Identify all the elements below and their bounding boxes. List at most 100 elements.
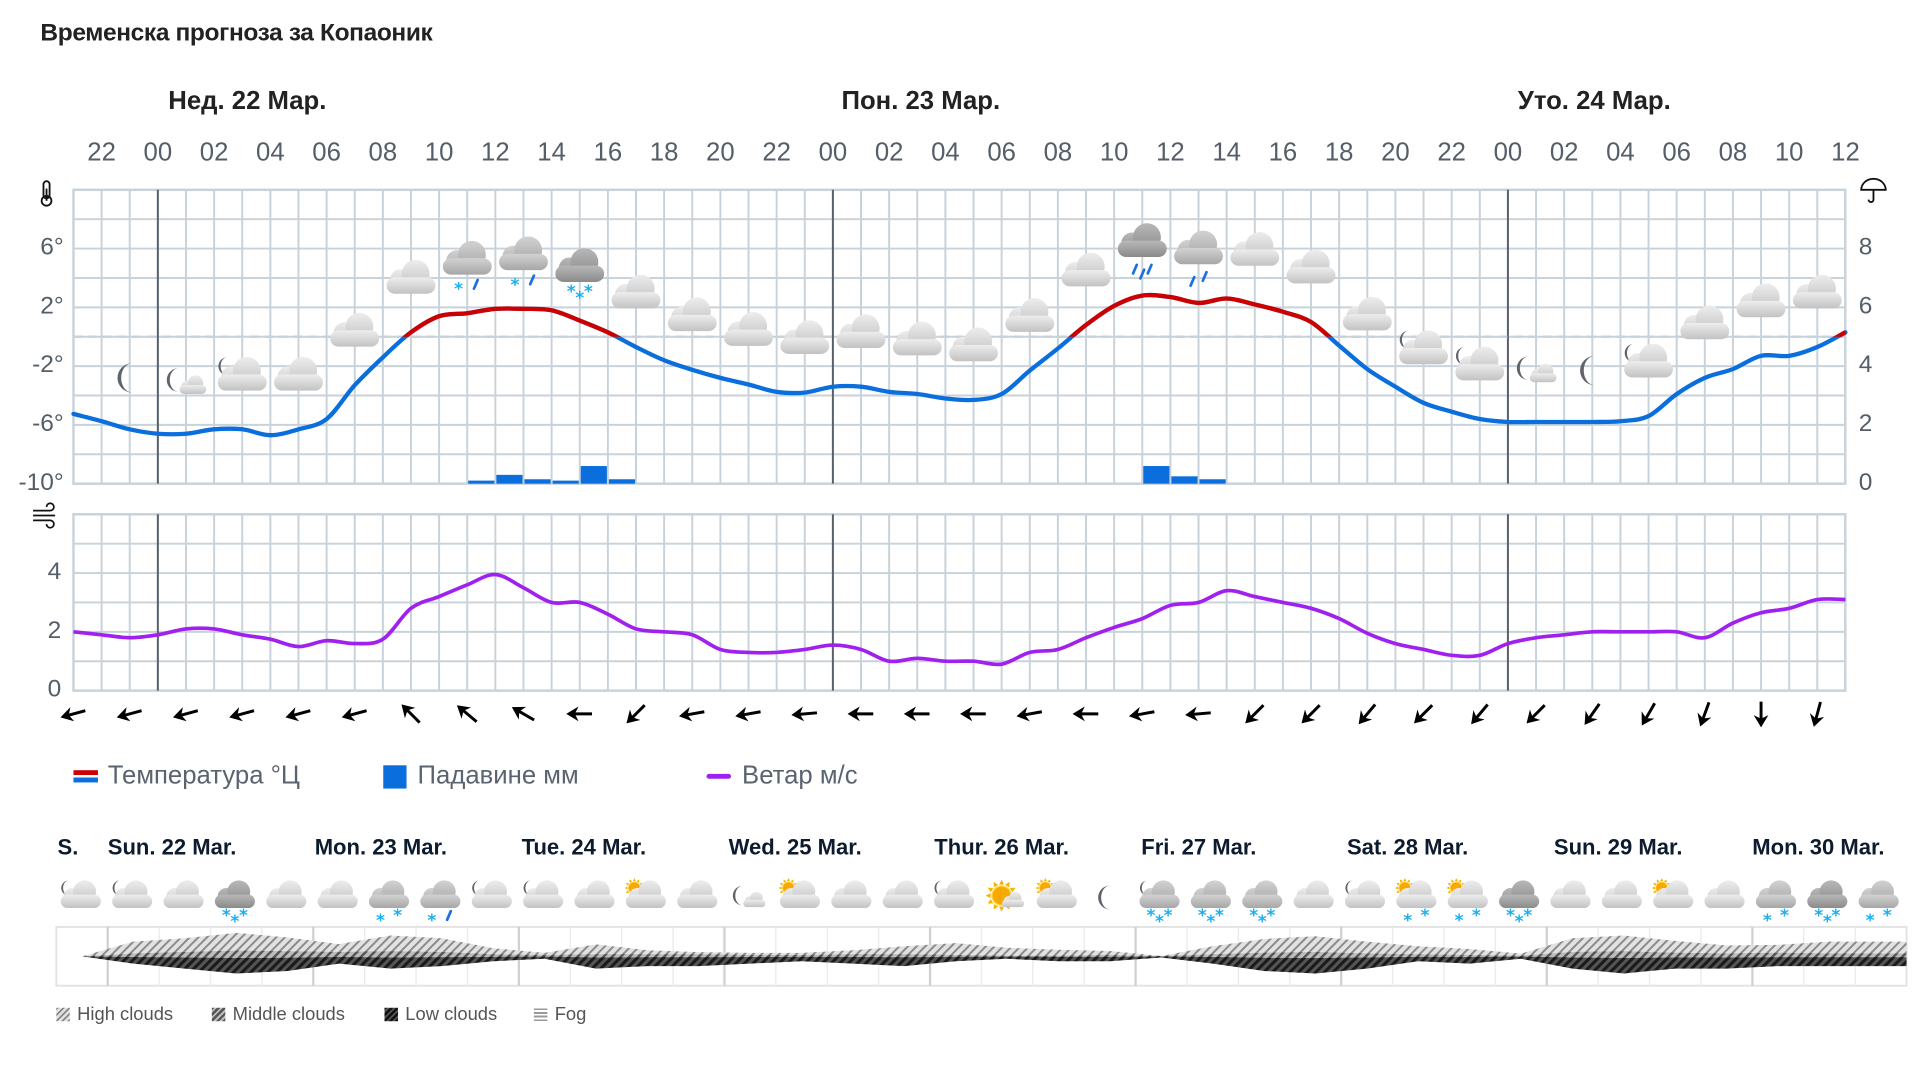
hour-label: 12 <box>1156 138 1185 167</box>
snowflake-icon: * <box>1146 906 1155 926</box>
wind-direction-arrow <box>1245 704 1265 724</box>
wind-direction-arrow <box>401 704 421 724</box>
moon-shape <box>1098 885 1111 910</box>
cloud-grey-icon: * <box>442 240 492 300</box>
hour-label: 10 <box>1774 138 1804 167</box>
moon-cloud-icon <box>217 356 267 391</box>
legend-wind: Ветар м/с <box>706 762 858 791</box>
hour-label: 16 <box>1268 138 1298 167</box>
hour-label: 00 <box>143 138 173 167</box>
moon-shape <box>1516 356 1529 381</box>
wind-direction-arrow <box>341 707 367 722</box>
wind-direction-arrow <box>1809 701 1825 727</box>
hour-label: 00 <box>818 138 848 167</box>
temperature-axis-label: -2° <box>32 351 64 379</box>
snowflake-icon: * <box>1523 906 1532 926</box>
precipitation-bar <box>524 479 551 484</box>
hour-label: 16 <box>593 138 623 167</box>
wind-direction-arrow <box>511 706 535 722</box>
cloud-icon <box>1680 305 1730 340</box>
precipitation-axis-label: 4 <box>1858 351 1873 379</box>
wind-direction-arrow <box>847 706 874 722</box>
snowflake-icon: * <box>1506 906 1515 926</box>
forecast-day-label: Thur. 26 Mar. <box>934 835 1070 860</box>
wind-direction-arrow <box>1185 706 1211 722</box>
hour-label: 00 <box>1493 138 1523 167</box>
moon-shape <box>218 357 228 376</box>
hour-label: 06 <box>1662 138 1691 167</box>
umbrella-icon <box>1860 177 1887 203</box>
snowflake-icon: * <box>510 275 519 295</box>
snowflake-icon: * <box>1763 911 1772 931</box>
wind-direction-arrow <box>1526 704 1546 724</box>
wind-direction-arrow <box>678 706 705 722</box>
forecast-day-label: Fri. 27 Mar. <box>1141 835 1257 860</box>
forecast-day-label: Sun. 22 Mar. <box>107 835 237 860</box>
moon-shape <box>472 880 480 896</box>
moon-small-cloud-icon <box>1516 356 1557 383</box>
precipitation-axis-label: 2 <box>1858 410 1873 438</box>
cloud-icon <box>1342 296 1392 331</box>
cloud-icon <box>667 297 717 332</box>
cloud-grey-icon: * <box>420 880 461 931</box>
snowflake-icon: * <box>575 288 584 308</box>
precipitation-bar <box>468 480 495 484</box>
raindrop-icon <box>472 278 479 290</box>
cloud-icon <box>724 312 773 346</box>
forecast-day-label: Sun. 29 Mar. <box>1553 835 1683 860</box>
cloud-icon <box>780 320 830 354</box>
precipitation-bar <box>580 466 607 484</box>
cloud-grey-icon: * * <box>1858 880 1899 931</box>
legend-high-clouds: High clouds <box>56 1004 173 1025</box>
wind-grid <box>72 513 1847 692</box>
wind-direction-arrow <box>791 706 818 722</box>
hour-label: 04 <box>931 138 960 167</box>
wind-direction-arrow <box>60 707 86 722</box>
sun-cloud-icon <box>1035 878 1077 909</box>
hour-label: 22 <box>762 138 791 167</box>
hour-label: 20 <box>706 138 735 167</box>
hour-label: 04 <box>256 138 285 167</box>
sun-cloud-icon: * * <box>1394 878 1437 931</box>
precipitation-bar <box>1143 466 1170 484</box>
snowflake-icon: * <box>1420 906 1429 926</box>
day-header-3: Уто. 24 Мар. <box>1517 86 1671 116</box>
snowflake-icon: * <box>1198 906 1207 926</box>
moon-small-cloud-icon <box>732 885 766 908</box>
temperature-line <box>71 292 1848 438</box>
wind-direction-arrow <box>1358 703 1377 725</box>
moon-cloud-icon <box>1624 343 1673 378</box>
cloud-icon <box>677 880 718 909</box>
cloud-icon <box>386 259 436 294</box>
cloud-icon <box>949 327 998 362</box>
hour-label: 10 <box>424 138 454 167</box>
cloud-icon <box>574 880 615 909</box>
fog-swatch <box>533 1007 548 1022</box>
precipitation-axis-label: 6 <box>1858 292 1873 320</box>
snowflake-icon: * <box>1831 906 1840 926</box>
high-clouds-swatch <box>56 1007 70 1022</box>
legend-middle-clouds: Middle clouds <box>211 1004 345 1025</box>
cloud-grey-icon: * * <box>1755 880 1796 931</box>
raindrop-icon <box>528 274 536 286</box>
day-header-1: Нед. 22 Мар. <box>168 86 327 116</box>
cloud-grey-icon: * * * <box>1190 880 1231 932</box>
precipitation-bar <box>1171 476 1198 484</box>
wind-direction-arrow <box>903 706 930 722</box>
moon-shape <box>1139 880 1148 896</box>
wind-direction-arrow <box>626 704 646 724</box>
moon-shape <box>1455 346 1466 366</box>
sun-cloud-icon <box>624 878 666 909</box>
snowflake-icon: * <box>222 906 231 926</box>
cloud-icon <box>882 880 923 909</box>
wind-direction-arrow <box>1301 704 1321 724</box>
wind-direction-arrow <box>1641 702 1656 726</box>
moon-cloud-icon <box>934 880 975 909</box>
wind-direction-arrow <box>1072 706 1099 722</box>
sun-small-cloud-icon <box>985 879 1025 912</box>
legend-label: Fog <box>554 1004 587 1025</box>
cloud-icon <box>266 880 307 909</box>
wind-direction-arrow <box>116 707 142 722</box>
hour-label: 18 <box>1324 138 1354 167</box>
